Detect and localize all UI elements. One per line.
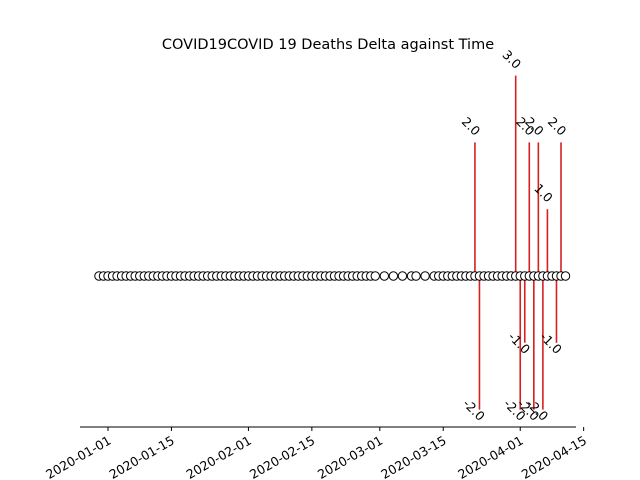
data-label: 2.0 [545, 114, 570, 139]
data-label: -1.0 [537, 329, 565, 357]
data-label: -1.0 [505, 329, 533, 357]
baseline-marker [420, 271, 430, 281]
x-tick-label: 2020-03-01 [315, 433, 385, 480]
x-tick-label: 2020-01-15 [106, 433, 176, 480]
chart-title: COVID19COVID 19 Deaths Delta against Tim… [162, 37, 494, 53]
baseline-marker [397, 271, 408, 281]
x-tick-label: 2020-01-01 [43, 433, 113, 480]
data-label: 2.0 [459, 114, 484, 139]
x-tick-label: 2020-03-15 [378, 433, 448, 480]
stem-group [474, 75, 562, 410]
data-label: 3.0 [500, 47, 525, 72]
x-tick-label: 2020-04-01 [455, 433, 525, 480]
baseline-marker [379, 271, 390, 281]
baseline-marker [560, 271, 571, 281]
x-tick-label: 2020-02-01 [184, 433, 254, 480]
baseline-marker [388, 271, 399, 281]
baseline-marker [411, 271, 421, 281]
data-label: 1.0 [531, 181, 556, 206]
x-tick-label: 2020-04-15 [519, 433, 589, 480]
data-label: -2.0 [460, 396, 488, 424]
x-tick-label: 2020-02-15 [247, 433, 317, 480]
baseline-marker-group [94, 271, 571, 281]
baseline-marker [370, 271, 380, 281]
